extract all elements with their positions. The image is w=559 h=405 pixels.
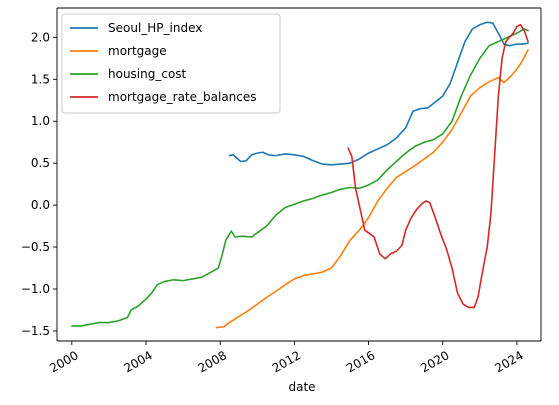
x-tick-label: 2012 <box>270 348 303 375</box>
series-line-mortgage <box>215 49 529 329</box>
y-tick-label: −1.5 <box>21 324 50 338</box>
x-tick-label: 2016 <box>344 348 377 375</box>
y-tick-label: 0.0 <box>31 198 50 212</box>
y-tick-label: −0.5 <box>21 240 50 254</box>
axes <box>56 7 542 342</box>
y-tick-label: 1.5 <box>31 72 50 86</box>
x-tick-label: 2004 <box>121 348 154 375</box>
legend-entry-label: housing_cost <box>108 67 187 81</box>
legend-entry-label: Seoul_HP_index <box>108 21 202 35</box>
series-line-seoul-hp-index <box>228 21 529 166</box>
y-tick-label: 0.5 <box>31 156 50 170</box>
legend: Seoul_HP_index mortgage housing_costmortga… <box>61 13 281 114</box>
y-tick-label: 2.0 <box>31 30 50 44</box>
series-line-housing-cost <box>71 28 529 327</box>
x-axis-label: date <box>288 380 315 394</box>
legend-entry-label: mortgage <box>108 44 167 58</box>
y-tick-label: −1.0 <box>21 282 50 296</box>
series-line-mortgage-rate-balances <box>347 23 529 309</box>
legend-entry-label: mortgage_rate_balances <box>108 90 257 104</box>
x-tick-label: 2024 <box>492 348 525 375</box>
y-tick-label: 1.0 <box>31 114 50 128</box>
x-tick-label: 2000 <box>47 348 80 375</box>
series-lines <box>71 21 529 329</box>
x-axis-ticks: 2000 2004 2008 2012 2016 2020 2024 <box>47 341 526 375</box>
x-tick-label: 2020 <box>418 348 451 375</box>
legend-box <box>61 13 281 114</box>
x-tick-label: 2008 <box>196 348 229 375</box>
y-axis-ticks: −1.5 −1.0 −0.5 0.0 0.5 1.0 1.5 2.0 <box>21 30 57 338</box>
